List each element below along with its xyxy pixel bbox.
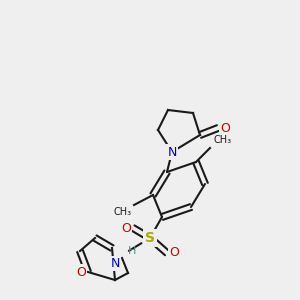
Text: O: O: [169, 247, 179, 260]
Text: N: N: [167, 146, 177, 158]
Text: CH₃: CH₃: [114, 207, 132, 217]
Text: S: S: [145, 231, 155, 245]
Text: H: H: [128, 246, 136, 256]
Text: N: N: [111, 257, 120, 270]
Text: O: O: [121, 221, 131, 235]
Text: O: O: [220, 122, 230, 134]
Text: CH₃: CH₃: [213, 135, 231, 145]
Text: O: O: [76, 266, 86, 278]
